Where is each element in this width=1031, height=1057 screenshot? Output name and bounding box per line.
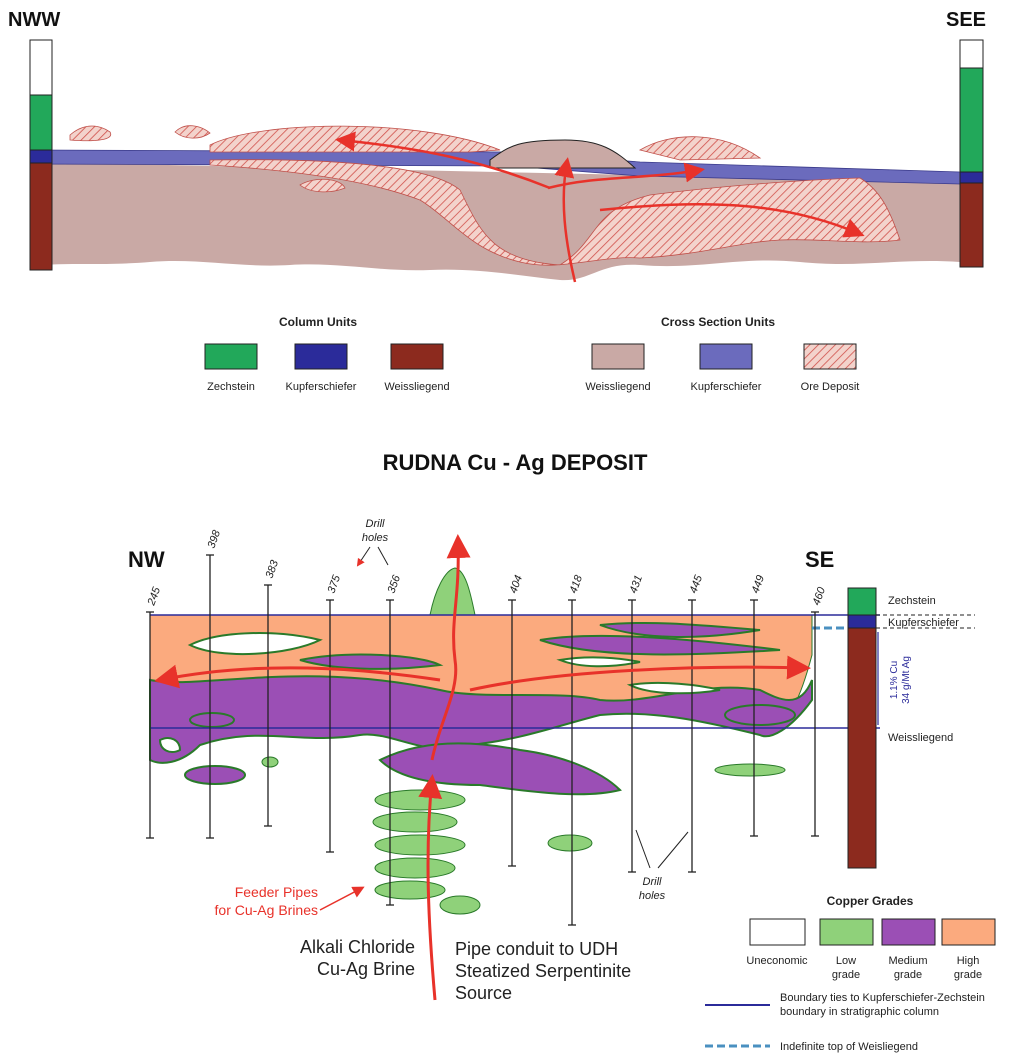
column-label: Weissliegend — [888, 732, 953, 744]
drill-hole-label: 375 — [326, 573, 344, 595]
pipe-label: Steatized Serpentinite — [455, 961, 631, 981]
legend-label: Ore Deposit — [801, 381, 860, 393]
legend-title: Column Units — [279, 315, 357, 329]
legend-label: Uneconomic — [746, 955, 808, 967]
dome — [490, 140, 635, 168]
left-label: NWW — [8, 9, 60, 31]
legend-label: Low — [836, 955, 856, 967]
drill-hole-label: 445 — [688, 573, 706, 595]
column-units-legend: Column Units Zechstein Kupferschiefer We… — [205, 315, 450, 393]
drill-hole-label: 404 — [508, 574, 526, 595]
drill-hole-label: 356 — [386, 573, 404, 595]
legend-label: Weissliegend — [585, 381, 650, 393]
feeder-label: for Cu-Ag Brines — [215, 902, 318, 918]
drill-holes-label: holes — [639, 890, 666, 902]
legend-label: High — [957, 955, 980, 967]
legend-label: Medium — [888, 955, 927, 967]
strat-column — [848, 588, 876, 868]
legend-title: Copper Grades — [827, 894, 914, 908]
grade-label: 1.1% Cu — [889, 661, 900, 699]
drill-holes-label: holes — [362, 532, 389, 544]
column-label: Zechstein — [888, 595, 936, 607]
drill-holes-label: Drill — [643, 876, 662, 888]
boundary-note: Boundary ties to Kupferschiefer-Zechstei… — [780, 992, 985, 1004]
right-label: SEE — [946, 9, 986, 31]
drill-holes-label: Drill — [366, 518, 385, 530]
grade-label: 34 g/Mt Ag — [901, 656, 912, 704]
legend-label: grade — [954, 969, 982, 981]
title: RUDNA Cu - Ag DEPOSIT — [383, 450, 648, 475]
legend-label: Kupferschiefer — [286, 381, 357, 393]
drill-hole-label: 245 — [145, 585, 163, 608]
left-column — [30, 40, 52, 270]
column-label: Kupferschiefer — [888, 617, 959, 629]
page: NWW SEE Column Units Zechstein Kupfersch… — [0, 0, 1031, 1057]
brine-label: Cu-Ag Brine — [317, 959, 415, 979]
pipe-label: Pipe conduit to UDH — [455, 939, 618, 959]
legend-label: grade — [894, 969, 922, 981]
drill-hole-label: 431 — [628, 574, 646, 595]
legend-label: grade — [832, 969, 860, 981]
legend-label: Zechstein — [207, 381, 255, 393]
cross-section-legend: Cross Section Units Weissliegend Kupfers… — [585, 315, 859, 393]
brine-label: Alkali Chloride — [300, 937, 415, 957]
drill-hole-label: 418 — [568, 573, 586, 595]
left-label: NW — [128, 547, 165, 572]
pipe-label: Source — [455, 983, 512, 1003]
top-section: NWW SEE — [8, 9, 986, 282]
right-column — [960, 40, 983, 267]
right-label: SE — [805, 547, 834, 572]
drill-hole-label: 449 — [750, 574, 768, 595]
legend-label: Kupferschiefer — [691, 381, 762, 393]
copper-grades-legend: Copper Grades Uneconomic Low grade Medium gr… — [705, 894, 995, 1053]
legend-label: Weissliegend — [384, 381, 449, 393]
feeder-label: Feeder Pipes — [235, 884, 318, 900]
legend-title: Cross Section Units — [661, 315, 775, 329]
drill-hole-label: 460 — [811, 585, 829, 607]
indefinite-note: Indefinite top of Weisliegend — [780, 1041, 918, 1053]
drill-hole-label: 383 — [264, 558, 282, 580]
drill-hole-label: 398 — [206, 528, 224, 550]
boundary-note: boundary in stratigraphic column — [780, 1006, 939, 1018]
